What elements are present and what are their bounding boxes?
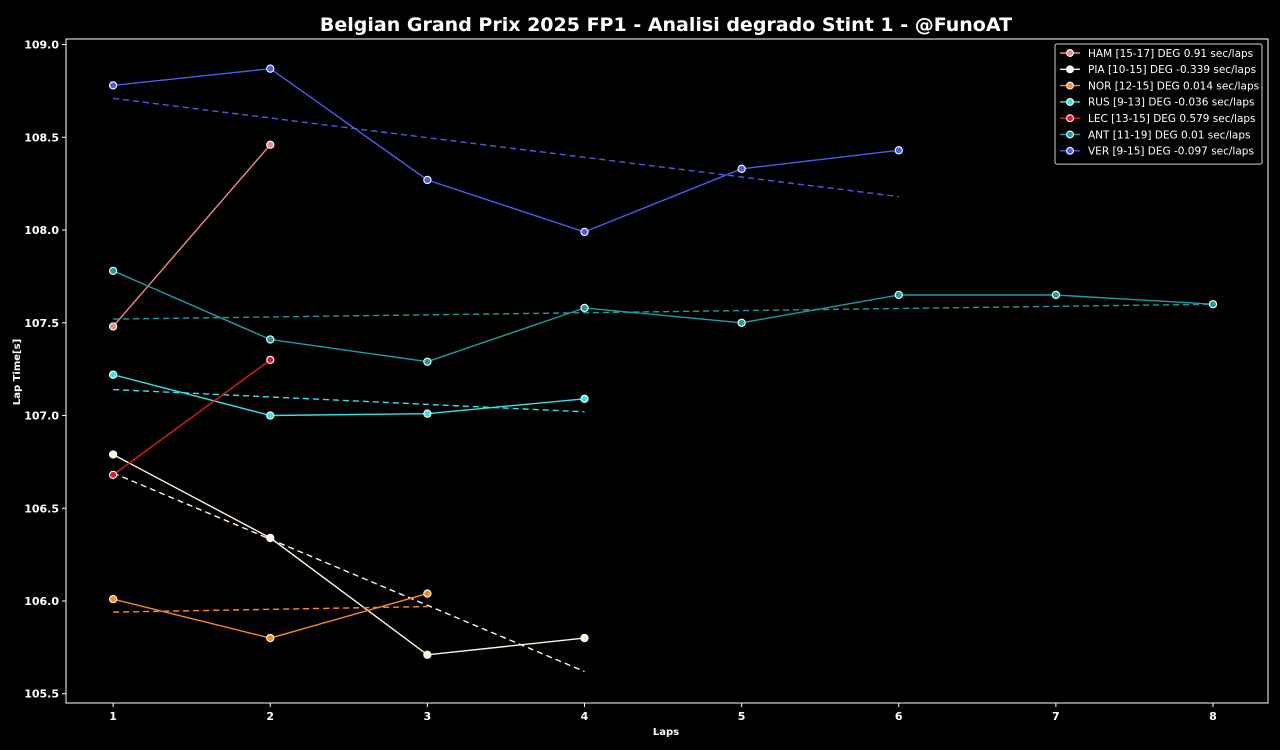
trend-line [112, 472, 585, 673]
legend-label: VER [9-15] DEG -0.097 sec/laps [1088, 146, 1254, 158]
data-point [894, 146, 903, 155]
data-point [423, 175, 432, 185]
legend-marker [1066, 97, 1074, 106]
trend-line [113, 605, 428, 613]
x-tick-label: 1 [109, 710, 117, 723]
data-point [108, 81, 118, 90]
data-point [580, 227, 589, 237]
y-tick-label: 107.5 [24, 317, 59, 330]
legend-label: RUS [9-13] DEG -0.036 sec/laps [1088, 97, 1254, 109]
legend-marker [1066, 130, 1074, 139]
chart-title: Belgian Grand Prix 2025 FP1 - Analisi de… [320, 14, 1012, 36]
series-line [112, 374, 585, 417]
data-point [266, 533, 275, 543]
data-point [108, 322, 118, 331]
series-line [112, 359, 271, 476]
x-tick-label: 5 [738, 710, 746, 723]
series-ver [108, 64, 903, 237]
legend-marker [1066, 65, 1074, 74]
y-axis-label: Lap Time[s] [12, 339, 23, 405]
data-point [266, 140, 275, 149]
x-tick-label: 6 [895, 710, 903, 723]
data-point [580, 303, 589, 313]
series-pia [108, 450, 589, 673]
legend-marker [1066, 49, 1074, 57]
trend-line [113, 388, 585, 413]
data-point [266, 335, 275, 344]
y-tick-label: 109.0 [24, 39, 59, 52]
legend-entry: RUS [9-13] DEG -0.036 sec/laps [1060, 97, 1254, 109]
data-point [108, 370, 118, 379]
data-point [1051, 290, 1061, 300]
y-tick-label: 105.5 [24, 688, 59, 701]
y-tick-label: 108.0 [24, 224, 59, 237]
legend-marker [1066, 114, 1074, 123]
legend-entry: PIA [10-15] DEG -0.339 sec/laps [1060, 64, 1256, 76]
x-tick-label: 2 [266, 710, 274, 723]
x-axis-label: Laps [653, 727, 679, 738]
legend-label: LEC [13-15] DEG 0.579 sec/laps [1088, 113, 1256, 125]
data-point [108, 266, 118, 275]
legend-label: ANT [11-19] DEG 0.01 sec/laps [1088, 129, 1250, 141]
series-nor [108, 589, 432, 643]
y-tick-label: 108.5 [24, 131, 59, 144]
x-tick-label: 3 [424, 710, 432, 723]
data-point [580, 394, 589, 403]
legend-label: HAM [15-17] DEG 0.91 sec/laps [1088, 48, 1253, 60]
series-ham [108, 140, 275, 331]
data-point [266, 633, 275, 643]
data-point [423, 650, 432, 659]
data-point [266, 411, 275, 420]
data-point [108, 470, 118, 480]
y-tick-label: 106.5 [24, 502, 59, 515]
legend-marker [1066, 81, 1074, 90]
data-point [737, 318, 746, 327]
data-point [737, 164, 746, 173]
legend-label: PIA [10-15] DEG -0.339 sec/laps [1088, 64, 1256, 76]
trend-line [113, 97, 899, 198]
legend-entry: NOR [12-15] DEG 0.014 sec/laps [1060, 80, 1259, 92]
legend-entry: HAM [15-17] DEG 0.91 sec/laps [1060, 48, 1253, 60]
series-rus [108, 370, 589, 420]
data-point [266, 355, 275, 365]
plot-frame [65, 38, 1269, 704]
data-point [423, 357, 432, 366]
data-point [266, 64, 275, 73]
series-line [112, 144, 271, 327]
y-tick-label: 107.0 [24, 410, 59, 423]
legend-entry: ANT [11-19] DEG 0.01 sec/laps [1060, 129, 1250, 141]
series-line [113, 67, 899, 233]
legend-entry: LEC [13-15] DEG 0.579 sec/laps [1060, 113, 1256, 125]
data-point [423, 589, 432, 598]
series-line [112, 453, 585, 656]
series-lec [108, 355, 275, 480]
y-tick-label: 106.0 [24, 595, 59, 608]
legend-marker [1066, 146, 1074, 155]
x-tick-label: 4 [581, 710, 589, 723]
legend: HAM [15-17] DEG 0.91 sec/laps PIA [10-15]… [1054, 43, 1263, 165]
data-point [423, 409, 432, 418]
x-tick-label: 8 [1209, 710, 1217, 723]
series-ant [108, 266, 1218, 366]
data-point [108, 594, 118, 604]
data-point [1208, 300, 1218, 309]
legend-entry: VER [9-15] DEG -0.097 sec/laps [1060, 146, 1254, 158]
data-point [108, 450, 118, 459]
data-point [580, 633, 589, 643]
trend-line [113, 303, 1214, 320]
series-line [112, 270, 1214, 363]
x-tick-label: 7 [1052, 710, 1060, 723]
legend-box [1054, 43, 1263, 165]
data-point [894, 290, 903, 300]
legend-label: NOR [12-15] DEG 0.014 sec/laps [1088, 80, 1259, 92]
